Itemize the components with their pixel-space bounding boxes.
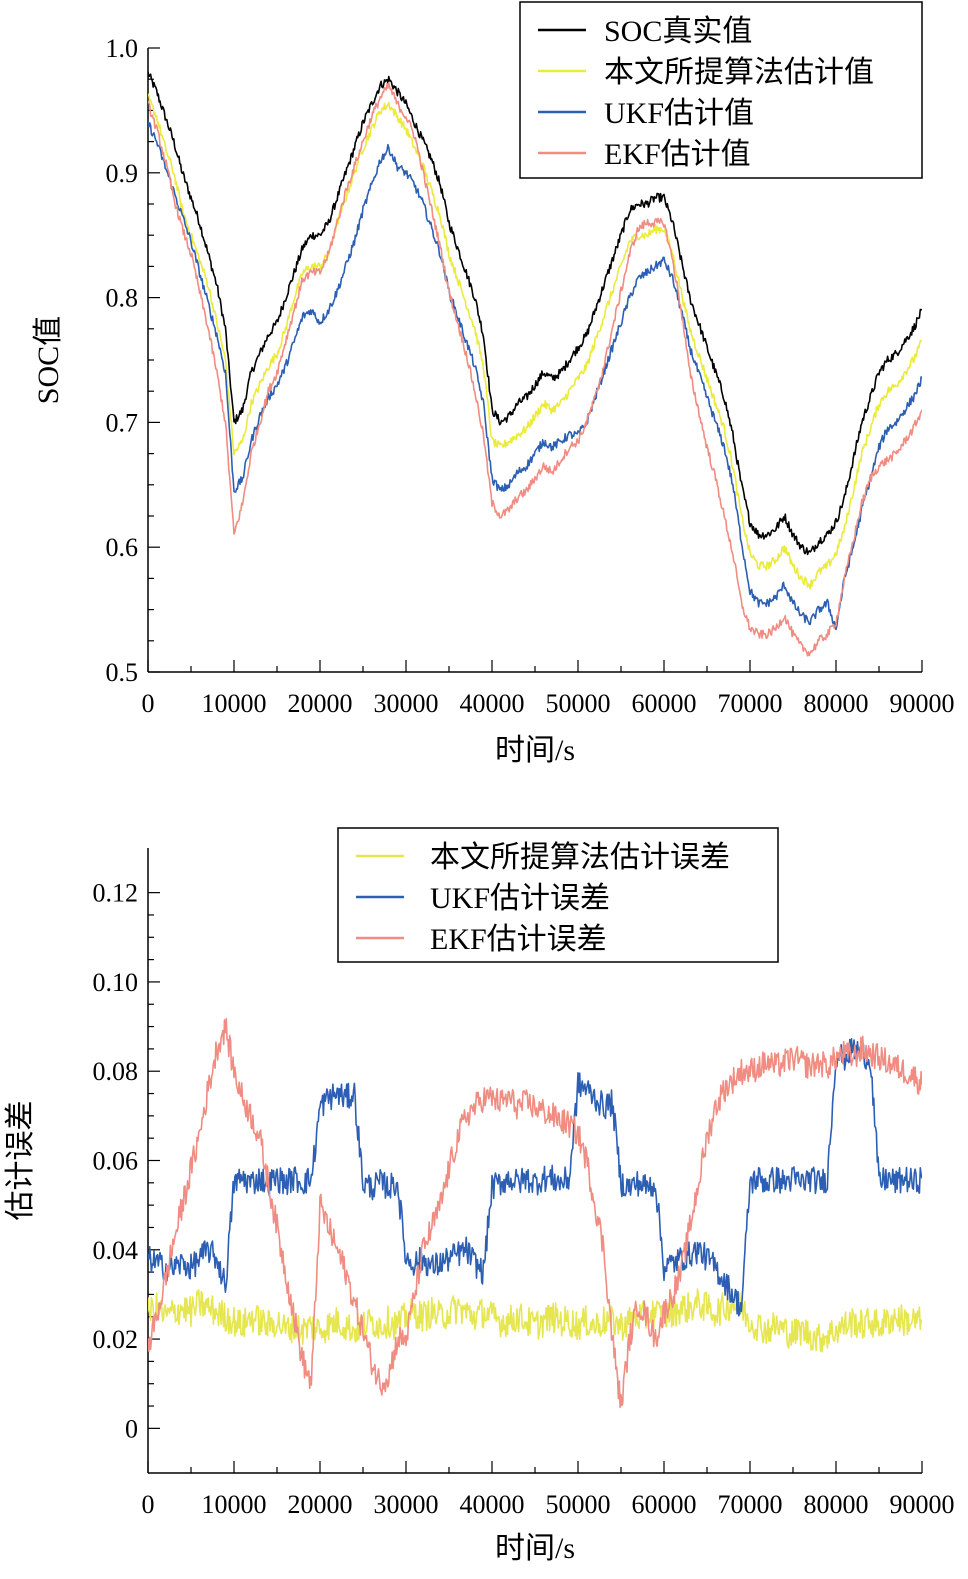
series-line bbox=[148, 1288, 922, 1353]
x-tick-label: 10000 bbox=[202, 1490, 267, 1519]
x-tick-label: 30000 bbox=[374, 1490, 439, 1519]
x-tick-label: 60000 bbox=[632, 689, 697, 718]
error-chart: 0 10000 20000 30000 40000 50000 60000 70000 8000… bbox=[4, 827, 955, 1565]
legend-label: UKF估计值 bbox=[604, 97, 754, 130]
x-axis-title: 时间/s bbox=[495, 734, 575, 767]
x-tick-label: 70000 bbox=[718, 1490, 783, 1519]
x-tick-label: 50000 bbox=[546, 689, 611, 718]
soc-chart: 0 10000 20000 30000 40000 50000 60000 70000 8000… bbox=[32, 1, 955, 767]
series-line bbox=[148, 121, 922, 631]
x-tick-label: 60000 bbox=[632, 1490, 697, 1519]
series-line bbox=[148, 1017, 922, 1409]
x-tick-label: 30000 bbox=[374, 689, 439, 718]
legend-label: SOC真实值 bbox=[604, 15, 752, 48]
legend-box bbox=[519, 1, 923, 179]
y-tick-label: 1.0 bbox=[106, 34, 139, 63]
x-axis-title: 时间/s bbox=[495, 1532, 575, 1565]
x-tick-label: 40000 bbox=[460, 689, 525, 718]
y-tick-label: 0.6 bbox=[106, 533, 139, 562]
y-tick-label: 0.7 bbox=[106, 408, 139, 437]
legend-label: 本文所提算法估计值 bbox=[604, 56, 874, 89]
x-tick-label: 50000 bbox=[546, 1490, 611, 1519]
y-tick-label: 0.9 bbox=[106, 159, 139, 188]
y-tick-label: 0.10 bbox=[93, 968, 139, 997]
y-tick-label: 0.06 bbox=[93, 1147, 139, 1176]
x-tick-label: 0 bbox=[142, 689, 155, 718]
series-line bbox=[148, 81, 922, 657]
y-axis-title: 估计误差 bbox=[4, 1101, 37, 1221]
y-tick-label: 0.08 bbox=[93, 1057, 139, 1086]
y-tick-label: 0.02 bbox=[93, 1325, 139, 1354]
y-axis-title: SOC值 bbox=[32, 316, 65, 404]
x-tick-label: 40000 bbox=[460, 1490, 525, 1519]
legend-label: EKF估计值 bbox=[604, 138, 751, 171]
legend-label: UKF估计误差 bbox=[430, 882, 610, 915]
x-tick-label: 20000 bbox=[288, 689, 353, 718]
legend-label: 本文所提算法估计误差 bbox=[430, 841, 730, 874]
y-tick-label: 0.04 bbox=[93, 1236, 139, 1265]
x-tick-label: 10000 bbox=[202, 689, 267, 718]
y-tick-label: 0.8 bbox=[106, 284, 139, 313]
y-tick-label: 0.5 bbox=[106, 658, 139, 687]
series-line bbox=[148, 1038, 922, 1317]
legend-label: EKF估计误差 bbox=[430, 923, 607, 956]
series-line bbox=[148, 71, 922, 556]
x-tick-label: 90000 bbox=[890, 689, 955, 718]
y-tick-label: 0.12 bbox=[93, 879, 139, 908]
x-tick-label: 0 bbox=[142, 1490, 155, 1519]
y-tick-label: 0 bbox=[125, 1414, 138, 1443]
x-tick-label: 70000 bbox=[718, 689, 783, 718]
legend-box bbox=[337, 827, 779, 963]
series-line bbox=[148, 93, 922, 590]
x-tick-label: 80000 bbox=[804, 689, 869, 718]
x-tick-label: 80000 bbox=[804, 1490, 869, 1519]
x-tick-label: 90000 bbox=[890, 1490, 955, 1519]
x-tick-label: 20000 bbox=[288, 1490, 353, 1519]
